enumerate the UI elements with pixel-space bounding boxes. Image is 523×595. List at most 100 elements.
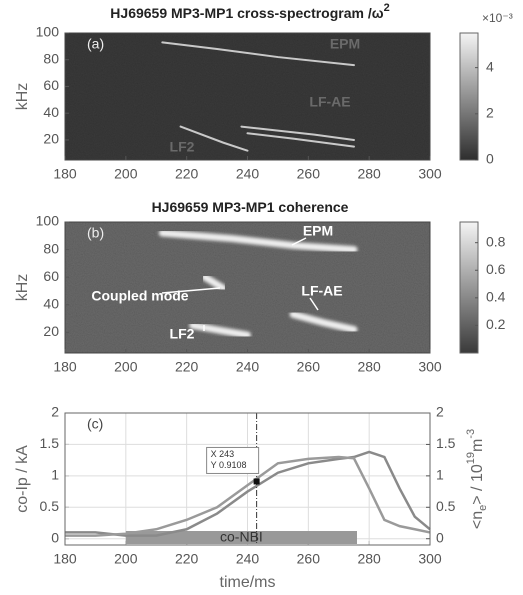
y-tick-label: 100 [36, 24, 60, 40]
colorbar-tick-label: 0.2 [486, 316, 506, 332]
annotation: EPM [330, 36, 360, 52]
x-tick-label: 280 [357, 551, 381, 567]
datatip-x: X 243 [211, 449, 235, 459]
colorbar [459, 32, 479, 161]
ridge [189, 321, 251, 339]
y2-label-part: 19 [465, 452, 477, 464]
colorbar-tick-label: 0.4 [486, 289, 506, 305]
y2-label-part: > / 10 [469, 464, 486, 505]
y-tick-label: 0.5 [40, 498, 60, 514]
heatmap-background [65, 222, 430, 353]
colorbar-tick-label: 0.8 [486, 233, 506, 249]
colorbar-tick-label: 4 [486, 58, 494, 74]
x-tick-label: 200 [114, 166, 138, 182]
ridge [201, 273, 227, 292]
x-tick-label: 240 [236, 551, 260, 567]
x-tick-label: 180 [53, 166, 77, 182]
y2-label-part: m [469, 439, 486, 452]
annotation-arrow [291, 237, 307, 246]
y2-label-part: e [477, 505, 489, 511]
y-tick-label: 80 [43, 240, 59, 256]
y-tick-label: 20 [43, 323, 59, 339]
annotation: LF2 [170, 139, 195, 155]
series-line [65, 455, 431, 537]
y2-tick-label: 0.5 [436, 498, 456, 514]
ridge [240, 125, 355, 141]
ridge [289, 310, 358, 334]
annotation: EPM [303, 223, 333, 239]
x-tick-label: 220 [175, 359, 199, 375]
y-tick-label: 1 [51, 467, 59, 483]
ridge [158, 229, 358, 254]
x-tick-label: 300 [418, 551, 442, 567]
nbi-bar [125, 531, 357, 544]
ridge [246, 132, 355, 148]
x-tick-label: 260 [297, 166, 321, 182]
annotation-arrow [161, 287, 221, 294]
x-tick-label: 280 [357, 359, 381, 375]
y-tick-label: 40 [43, 295, 59, 311]
chart-title: HJ69659 MP3-MP1 coherence [152, 199, 349, 215]
plot-frame [64, 412, 431, 546]
cursor-point [253, 478, 260, 485]
y2-tick-label: 0 [436, 529, 444, 545]
y-tick-label: 100 [36, 213, 60, 229]
panel-label: (b) [87, 225, 104, 241]
y-axis-label: kHz [14, 83, 31, 111]
y-tick-label: 60 [43, 77, 59, 93]
series-line [65, 450, 431, 537]
ridges [161, 41, 355, 152]
y2-label-part: -3 [465, 429, 477, 439]
ridge [161, 41, 355, 67]
annotation: LF2 [170, 326, 195, 342]
colorbar-tick-label: 0 [486, 151, 494, 167]
x-tick-label: 260 [297, 551, 321, 567]
title-text: HJ69659 MP3-MP1 cross-spectrogram /ω [110, 5, 383, 21]
x-tick-label: 280 [357, 166, 381, 182]
y2-axis-label: <ne> / 1019m-3 [465, 429, 489, 529]
x-tick-label: 240 [236, 166, 260, 182]
annotation: Coupled mode [91, 288, 188, 304]
x-tick-label: 300 [418, 359, 442, 375]
y2-label-part: <n [469, 511, 486, 529]
heatmap-background [65, 33, 430, 160]
y-tick-label: 20 [43, 131, 59, 147]
x-axis-label: time/ms [220, 574, 276, 591]
annotation-arrow [309, 297, 319, 311]
y-axis-label: co-Ip / kA [14, 445, 31, 513]
x-tick-label: 200 [114, 551, 138, 567]
colorbar-scale: ×10⁻³ [482, 11, 513, 25]
ridge [179, 125, 249, 152]
title-text: HJ69659 MP3-MP1 coherence [152, 199, 349, 215]
y-tick-label: 2 [51, 404, 59, 420]
datatip [206, 446, 260, 474]
y2-tick-label: 1 [436, 467, 444, 483]
colorbar-tick-label: 2 [486, 105, 494, 121]
x-tick-label: 240 [236, 359, 260, 375]
title-exponent: 2 [384, 2, 390, 14]
colorbar [459, 221, 479, 354]
x-tick-label: 200 [114, 359, 138, 375]
y2-tick-label: 1.5 [436, 435, 456, 451]
nbi-label: co-NBI [220, 529, 263, 545]
ridges [158, 229, 358, 339]
x-tick-label: 180 [53, 359, 77, 375]
x-tick-label: 220 [175, 166, 199, 182]
y-tick-label: 40 [43, 104, 59, 120]
panel-label: (c) [87, 416, 103, 432]
x-tick-label: 220 [175, 551, 199, 567]
annotation: LF-AE [309, 94, 350, 110]
x-tick-label: 300 [418, 166, 442, 182]
chart-title: HJ69659 MP3-MP1 cross-spectrogram /ω2 [110, 2, 389, 21]
panel-label: (a) [87, 36, 104, 52]
datatip-y: Y 0.9108 [211, 460, 247, 470]
x-tick-label: 180 [53, 551, 77, 567]
y-tick-label: 1.5 [40, 435, 60, 451]
colorbar-tick-label: 0.6 [486, 261, 506, 277]
y-tick-label: 60 [43, 268, 59, 284]
y2-tick-label: 2 [436, 404, 444, 420]
annotation: LF-AE [301, 283, 342, 299]
y-tick-label: 0 [51, 529, 59, 545]
y-tick-label: 80 [43, 50, 59, 66]
